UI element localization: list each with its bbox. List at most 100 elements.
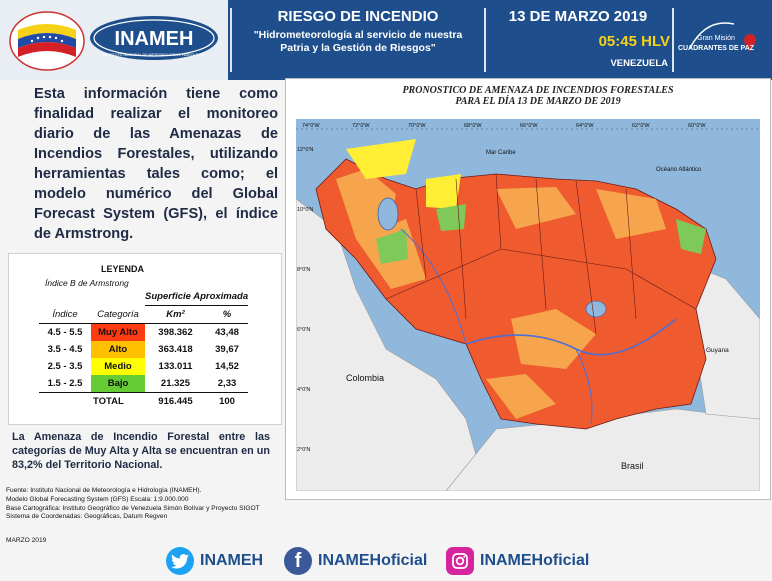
header-date: 13 DE MARZO 2019 [508,8,648,25]
header-divider [230,8,232,72]
alto-zone [486,374,556,419]
total-pct: 100 [219,396,235,407]
twitter-icon [166,547,194,575]
intro-paragraph: Esta información tiene como finalidad re… [34,86,278,242]
state-borders [385,173,697,335]
alto-zone [596,189,666,239]
inameh-logo-subtext: INSTITUTO NACIONAL DE METEOROLOGÍA E HID… [103,53,205,57]
lon-tick: 64°0'W [576,123,594,129]
source-line: Modelo Global Forecasting System (GFS) E… [6,495,189,503]
lat-tick: 12°0'N [297,147,313,153]
col-category-header: Categoría [91,305,145,324]
source-line: Fuente: Instituto Nacional de Meteorolog… [6,487,202,494]
brasil-label: Brasil [621,461,644,471]
total-km: 916.445 [158,396,193,407]
colombia-area [296,198,487,491]
facebook-link[interactable]: f INAMEHoficial [284,546,427,576]
lon-tick-labels: 74°0'W 72°0'W 70°0'W 68°0'W 66°0'W 64°0'… [302,123,706,129]
table-row: 1.5 - 2.5 Bajo 21.325 2,33 [39,375,249,393]
header-divider [484,8,486,72]
lon-tick: 70°0'W [408,123,426,129]
col-index-header: Índice [39,305,91,324]
lon-tick: 62°0'W [632,123,650,129]
header-logo-area: INAMEH INSTITUTO NACIONAL DE METEOROLOGÍ… [0,0,228,80]
legend-table: Superficie Aproximada Índice Categoría K… [39,288,249,411]
lat-tick: 4°0'N [297,387,310,393]
lat-tick: 2°0'N [297,447,310,453]
map-title: PRONOSTICO DE AMENAZA DE INCENDIOS FORES… [386,85,690,107]
fire-risk-map: PRONOSTICO DE AMENAZA DE INCENDIOS FORES… [285,78,771,500]
row-index: 1.5 - 2.5 [39,375,91,393]
header-bar: INAMEH INSTITUTO NACIONAL DE METEOROLOGÍ… [0,0,772,80]
brasil-area [445,408,760,491]
map-title-line2: PARA EL DÍA 13 DE MARZO DE 2019 [455,96,621,107]
header-subtitle: "Hidrometeorología al servicio de nuestr… [236,29,480,55]
summary-paragraph: La Amenaza de Incendio Forestal entre la… [12,431,270,471]
apure-river [400,228,467,345]
map-canvas: 74°0'W 72°0'W 70°0'W 68°0'W 66°0'W 64°0'… [296,119,760,491]
header-subtitle-line1: "Hidrometeorología al servicio de nuestr… [253,29,463,41]
total-label: TOTAL [93,396,124,407]
header-divider [672,8,674,72]
row-pct: 43,48 [215,327,239,338]
row-pct: 14,52 [215,361,239,372]
legend-box: LEYENDA Índice B de Armstrong Superficie… [8,253,282,425]
instagram-link[interactable]: INAMEHoficial [446,546,589,576]
medio-zone [426,174,461,209]
row-category: Alto [91,341,145,358]
source-line: Base Cartográfica: Instituto Geográfico … [6,504,260,512]
row-km: 363.418 [158,344,193,355]
lon-tick: 72°0'W [352,123,370,129]
social-footer: INAMEH f INAMEHoficial INAMEHoficial [0,534,772,581]
table-row: 4.5 - 5.5 Muy Alto 398.362 43,48 [39,323,248,341]
inameh-logo-text: INAMEH [115,28,194,50]
lat-tick: 8°0'N [297,267,310,273]
cuadrantes-de-paz-logo: Gran Misión CUADRANTES DE PAZ [678,22,756,52]
colombia-label: Colombia [346,373,384,383]
source-line: Sistema de Coordenadas: Geográficas, Dat… [6,513,168,521]
row-category: Medio [91,358,145,375]
caroni-river [575,348,593,425]
venezuela-flag-seal-icon [9,11,85,71]
row-km: 21.325 [145,375,206,393]
guyana-label: Guyana [706,347,729,354]
table-row: 2.5 - 3.5 Medio 133.011 14,52 [39,358,248,375]
lon-tick: 74°0'W [302,123,320,129]
table-row-total: TOTAL 916.445 100 [39,393,248,411]
row-index: 3.5 - 4.5 [47,344,83,355]
col-pct-header: % [205,305,249,324]
row-index: 4.5 - 5.5 [47,327,83,338]
table-row: 3.5 - 4.5 Alto 363.418 39,67 [39,341,248,358]
row-pct: 39,67 [215,344,239,355]
bajo-zone [376,229,408,264]
mision-line1: Gran Misión [697,35,735,42]
lon-tick: 66°0'W [520,123,538,129]
bajo-zone [676,219,706,254]
lat-tick: 10°0'N [297,207,313,213]
col-km-header: Km² [145,305,206,324]
page-title: RIESGO DE INCENDIO [277,8,439,25]
source-notes: Fuente: Instituto Nacional de Meteorolog… [6,487,260,522]
twitter-link[interactable]: INAMEH [166,546,263,576]
alto-zone [511,309,596,369]
row-km: 133.011 [158,361,193,372]
mision-line2: CUADRANTES DE PAZ [678,45,755,52]
row-pct: 2,33 [205,375,249,393]
row-index: 2.5 - 3.5 [47,361,83,372]
instagram-handle: INAMEHoficial [480,552,590,569]
mar-caribe-label: Mar Caribe [486,150,516,156]
lat-tick-labels: 12°0'N 10°0'N 8°0'N 6°0'N 4°0'N 2°0'N [297,147,313,453]
facebook-icon: f [284,547,312,575]
map-title-line1: PRONOSTICO DE AMENAZA DE INCENDIOS FORES… [402,85,674,96]
row-km: 398.362 [158,327,193,338]
ocean-label: Océano Atlántico [656,167,702,173]
twitter-handle: INAMEH [200,552,264,569]
medio-zone [346,139,416,179]
row-category: Muy Alto [91,323,145,341]
instagram-icon [446,547,474,575]
header-time: 05:45 HLV [598,33,670,50]
legend-subtitle: Índice B de Armstrong [45,278,129,288]
row-category: Bajo [91,375,145,393]
facebook-handle: INAMEHoficial [318,552,428,569]
lake-maracaibo [377,197,399,231]
